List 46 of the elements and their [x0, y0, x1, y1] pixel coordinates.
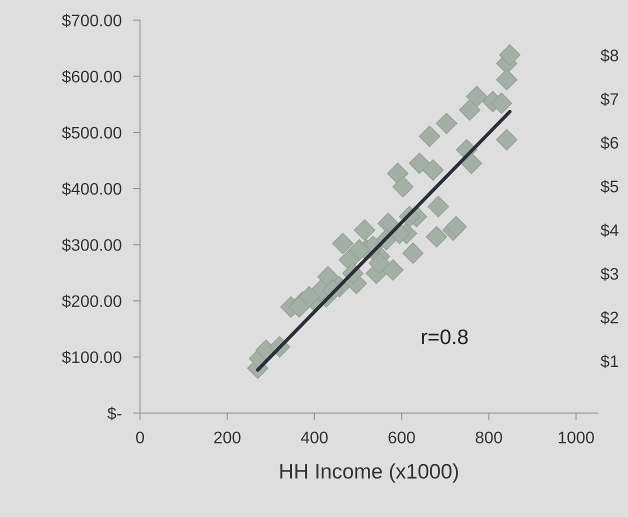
y-tick-label: $200.00: [62, 294, 122, 308]
point: [445, 216, 467, 238]
point: [354, 219, 376, 241]
point: [382, 259, 404, 281]
text: $6: [600, 136, 618, 150]
y-tick-label: $100.00: [62, 350, 122, 364]
point: [332, 232, 354, 254]
x-tick-label: 600: [388, 432, 415, 444]
text: $7: [600, 92, 618, 106]
point: [426, 226, 448, 248]
point: [428, 196, 449, 218]
text: $3: [600, 267, 618, 281]
text: $8: [600, 48, 618, 62]
y-tick-label: $400.00: [62, 182, 122, 196]
text: $4: [600, 224, 618, 238]
y-tick-label: $600.00: [62, 70, 122, 84]
point: [392, 176, 414, 198]
x-tick-label: 400: [300, 432, 328, 444]
point: [499, 44, 520, 66]
point: [466, 86, 488, 108]
x-axis-title: HH Income (x1000): [280, 463, 458, 483]
point: [422, 159, 444, 181]
x-tick-label: 200: [214, 432, 240, 444]
point: [490, 92, 512, 114]
point: [496, 129, 518, 150]
point: [408, 152, 430, 174]
y-tick-label: $300.00: [62, 238, 122, 252]
x-tick-label: 800: [476, 432, 502, 444]
y-tick-label: $700.00: [62, 14, 122, 28]
x-tick-label: 1000: [558, 432, 594, 444]
text: $5: [600, 180, 618, 194]
point: [348, 239, 370, 260]
y-tick-label: $500.00: [62, 126, 122, 140]
y-tick-label: $-: [107, 406, 122, 420]
point: [458, 99, 480, 121]
x-tick-label: 0: [136, 432, 144, 444]
point: [496, 68, 518, 90]
text: $2: [600, 310, 618, 324]
point: [418, 126, 440, 148]
point: [436, 112, 458, 134]
point: [402, 242, 424, 264]
annotation: r=0.8: [422, 329, 468, 344]
text: $1: [600, 354, 618, 368]
point: [368, 252, 390, 274]
point: [387, 162, 408, 184]
point: [460, 152, 482, 174]
